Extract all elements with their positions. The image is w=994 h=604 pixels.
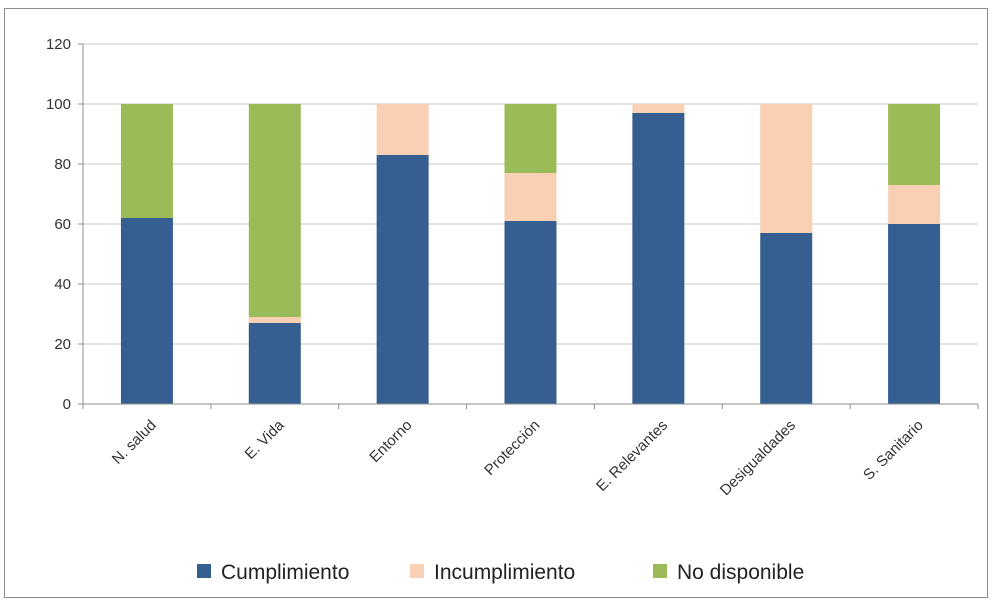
- legend: Cumplimiento Incumplimiento No disponible: [197, 561, 804, 584]
- y-tick-label: 80: [54, 156, 71, 173]
- legend-label: Incumplimiento: [434, 561, 575, 584]
- x-category-label: Desigualdades: [717, 417, 799, 499]
- x-category-label: Entorno: [366, 417, 415, 466]
- bar-segment-incumplimiento: [888, 185, 941, 224]
- x-category-label: E. Relevantes: [593, 417, 671, 495]
- bars: [120, 104, 941, 404]
- y-tick-label: 60: [54, 216, 71, 233]
- bar-segment-cumplimiento: [376, 155, 429, 404]
- x-category-label: Protección: [481, 417, 543, 479]
- bar-segment-cumplimiento: [760, 233, 813, 404]
- bar-segment-incumplimiento: [632, 104, 685, 113]
- bar-segment-cumplimiento: [504, 221, 557, 404]
- x-category-label: N. salud: [109, 417, 160, 468]
- bar-segment-incumplimiento: [504, 173, 557, 221]
- bar-segment-cumplimiento: [632, 113, 685, 404]
- bar-segment-incumplimiento: [760, 104, 813, 233]
- bar-segment-no-disponible: [504, 104, 557, 173]
- legend-swatch: [410, 564, 424, 578]
- x-category-label: E. Vida: [242, 416, 288, 462]
- legend-swatch: [653, 564, 667, 578]
- bar-segment-incumplimiento: [376, 104, 429, 155]
- y-tick-label: 120: [46, 36, 71, 53]
- bar-segment-no-disponible: [120, 104, 173, 218]
- axes: [78, 43, 979, 409]
- legend-swatch: [197, 564, 211, 578]
- bar-segment-no-disponible: [888, 104, 941, 185]
- y-tick-label: 0: [63, 396, 71, 413]
- bar-segment-incumplimiento: [248, 317, 301, 323]
- legend-label: Cumplimiento: [221, 561, 349, 584]
- y-tick-label: 40: [54, 276, 71, 293]
- bar-segment-no-disponible: [248, 104, 301, 317]
- bar-segment-cumplimiento: [120, 218, 173, 404]
- y-tick-label: 100: [46, 96, 71, 113]
- y-tick-label: 20: [54, 336, 71, 353]
- bar-segment-cumplimiento: [888, 224, 941, 404]
- x-category-label: S. Sanitario: [860, 417, 927, 484]
- bar-segment-cumplimiento: [248, 323, 301, 404]
- legend-label: No disponible: [677, 561, 804, 584]
